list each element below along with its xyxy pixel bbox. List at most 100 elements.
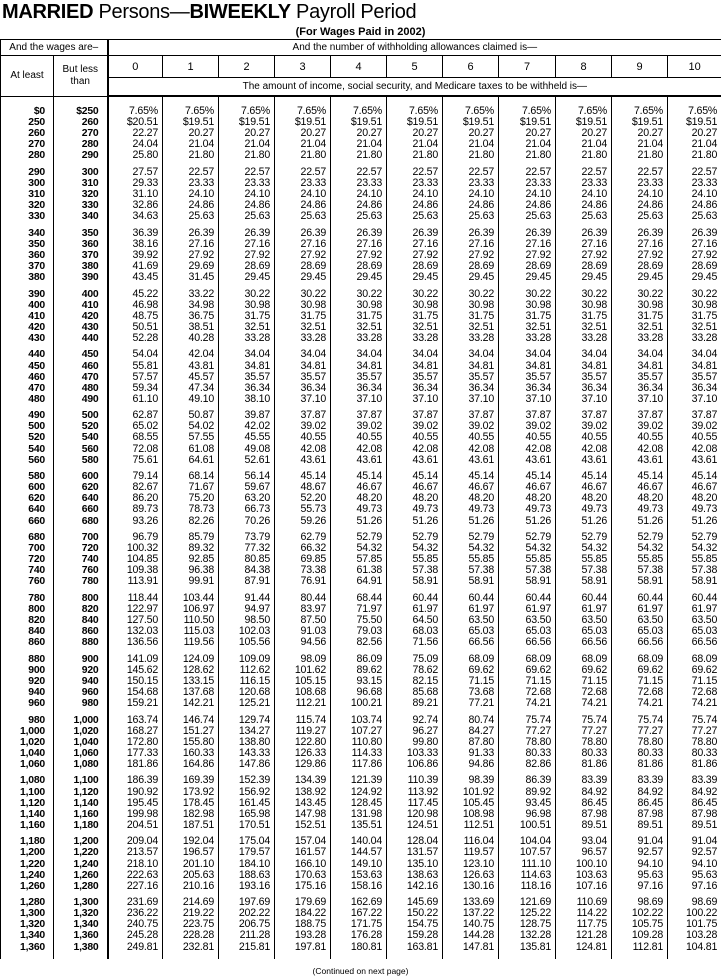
wage-but-less-than: 490 <box>52 393 109 405</box>
withholding-amount-2: 33.28 <box>218 332 276 345</box>
wage-but-less-than: 740 <box>52 554 109 566</box>
withholding-amount-0: 113.91 <box>107 576 164 588</box>
wage-at-least: 980 <box>0 714 54 726</box>
withholding-amount-10: 30.22 <box>667 288 721 300</box>
wage-at-least: 1,280 <box>0 897 54 909</box>
table-row: 390 400 45.22 33.22 30.22 30.22 30.22 30.22 30.2… <box>0 288 721 300</box>
withholding-amount-3: 197.81 <box>274 941 332 959</box>
withholding-amount-7: 132.28 <box>498 930 557 942</box>
withholding-amount-3: 161.57 <box>274 847 332 859</box>
withholding-amount-6: 119.57 <box>442 847 500 859</box>
group-spacer <box>0 465 721 472</box>
withholding-amount-1: 25.63 <box>162 211 220 223</box>
table-row: 500 520 65.02 54.02 42.02 39.02 39.02 39.02 39.0… <box>0 421 721 433</box>
withholding-amount-3: 76.91 <box>274 576 332 588</box>
table-row: 1,320 1,340 240.75 223.75 206.75 188.75 171.75… <box>0 919 721 931</box>
wage-but-less-than: 360 <box>52 238 109 250</box>
withholding-amount-4: 30.22 <box>330 288 388 300</box>
withholding-amount-4: 37.10 <box>330 393 388 405</box>
withholding-amount-5: 37.10 <box>386 393 444 405</box>
withholding-amount-3: 193.28 <box>274 930 332 942</box>
wage-but-less-than: 640 <box>52 493 109 505</box>
title-payroll-period: Payroll Period <box>290 1 417 23</box>
withholding-amount-10: 104.81 <box>667 941 721 959</box>
withholding-amount-9: 49.73 <box>611 504 669 516</box>
table-row: 1,360 1,380 249.81 232.81 215.81 197.81 180.81… <box>0 941 721 959</box>
wage-at-least: 1,140 <box>0 808 54 820</box>
allowance-column-3: 3 <box>274 55 332 78</box>
withholding-amount-4: 34.81 <box>330 360 388 372</box>
table-row: 470 480 59.34 47.34 36.34 36.34 36.34 36.34 36.3… <box>0 382 721 394</box>
withholding-amount-0: 43.45 <box>107 271 164 284</box>
wage-but-less-than: 270 <box>52 128 109 140</box>
withholding-amount-6: 21.80 <box>442 150 500 162</box>
allowance-column-6: 6 <box>442 55 500 78</box>
withholding-amount-8: 74.21 <box>555 698 613 710</box>
table-row: 920 940 150.15 133.15 116.15 105.15 93.15 82.15… <box>0 675 721 688</box>
withholding-amount-6: 34.81 <box>442 360 500 372</box>
table-row: 1,040 1,060 177.33 160.33 143.33 126.33 114.33… <box>0 747 721 759</box>
wage-at-least: 500 <box>0 421 54 433</box>
withholding-amount-2: 30.22 <box>218 288 276 300</box>
withholding-amount-2: 34.81 <box>218 360 276 372</box>
withholding-amount-4: 121.39 <box>330 775 388 787</box>
wage-at-least: 310 <box>0 189 54 201</box>
wage-at-least: 560 <box>0 454 54 466</box>
withholding-amount-9: 89.51 <box>611 819 669 831</box>
group-spacer <box>0 830 721 837</box>
table-row: 330 340 34.63 25.63 25.63 25.63 25.63 25.63 25.6… <box>0 211 721 223</box>
wage-at-least: 640 <box>0 504 54 516</box>
wage-at-least: 410 <box>0 310 54 322</box>
wage-at-least: 470 <box>0 382 54 394</box>
table-row: 640 660 89.73 78.73 66.73 55.73 49.73 49.73 49.7… <box>0 504 721 516</box>
wage-at-least: 620 <box>0 493 54 505</box>
withholding-amount-6: 130.16 <box>442 880 500 892</box>
withholding-amount-6: 49.73 <box>442 504 500 516</box>
spacer-cell <box>52 891 109 898</box>
table-row: 1,160 1,180 204.51 187.51 170.51 152.51 135.51… <box>0 819 721 831</box>
table-row: 430 440 52.28 40.28 33.28 33.28 33.28 33.28 33.2… <box>0 332 721 345</box>
wage-at-least: 360 <box>0 249 54 261</box>
withholding-amount-1: 31.45 <box>162 271 220 284</box>
allowance-column-1: 1 <box>162 55 220 78</box>
withholding-amount-1: 228.28 <box>162 930 220 942</box>
withholding-amount-7: 33.28 <box>498 332 557 345</box>
withholding-amount-7: 29.45 <box>498 271 557 284</box>
group-spacer <box>0 404 721 411</box>
withholding-amount-6: 43.61 <box>442 454 500 466</box>
withholding-amount-5: 142.16 <box>386 880 444 892</box>
withholding-amount-5: 51.26 <box>386 515 444 527</box>
wage-at-least: 250 <box>0 117 54 129</box>
withholding-amount-6: 94.86 <box>442 758 500 771</box>
title-married: MARRIED <box>2 1 94 23</box>
table-row: 1,300 1,320 236.22 219.22 202.22 184.22 167.22… <box>0 908 721 920</box>
wage-but-less-than: 1,020 <box>52 725 109 737</box>
withholding-amount-8: 58.91 <box>555 576 613 588</box>
withholding-amount-4: 180.81 <box>330 941 388 959</box>
withholding-amount-1: 142.21 <box>162 698 220 710</box>
withholding-amount-7: 7.65% <box>498 96 557 118</box>
table-row: 440 450 54.04 42.04 34.04 34.04 34.04 34.04 34.0… <box>0 349 721 361</box>
table-row: 1,000 1,020 168.27 151.27 134.27 119.27 107.27… <box>0 725 721 737</box>
withholding-amount-6: 51.26 <box>442 515 500 527</box>
spacer-cell <box>52 465 109 472</box>
spacer-cell <box>52 770 109 776</box>
withholding-amount-9: 40.55 <box>611 432 669 444</box>
wage-at-least: 800 <box>0 603 54 616</box>
wage-but-less-than: 1,040 <box>52 736 109 748</box>
wage-but-less-than: 1,360 <box>52 930 109 942</box>
wage-at-least: 720 <box>0 554 54 566</box>
withholding-amount-0: 52.28 <box>107 332 164 345</box>
table-row: 880 900 141.09 124.09 109.09 98.09 86.09 75.09 6… <box>0 653 721 665</box>
spacer-cell <box>52 344 109 350</box>
table-row: 1,180 1,200 209.04 192.04 175.04 157.04 140.04… <box>0 836 721 848</box>
withholding-amount-7: 43.61 <box>498 454 557 466</box>
withholding-amount-9: 37.10 <box>611 393 669 405</box>
withholding-amount-0: 75.61 <box>107 454 164 466</box>
table-body: $0 $250 7.65% 7.65% 7.65% 7.65% 7.65% 7.65% 7.65… <box>0 96 721 959</box>
wage-but-less-than: 760 <box>52 565 109 577</box>
table-row: 520 540 68.55 57.55 45.55 40.55 40.55 40.55 40.5… <box>0 432 721 444</box>
withholding-amount-6: 30.22 <box>442 288 500 300</box>
withholding-amount-10: 89.51 <box>667 819 721 831</box>
withholding-amount-6: 33.28 <box>442 332 500 345</box>
